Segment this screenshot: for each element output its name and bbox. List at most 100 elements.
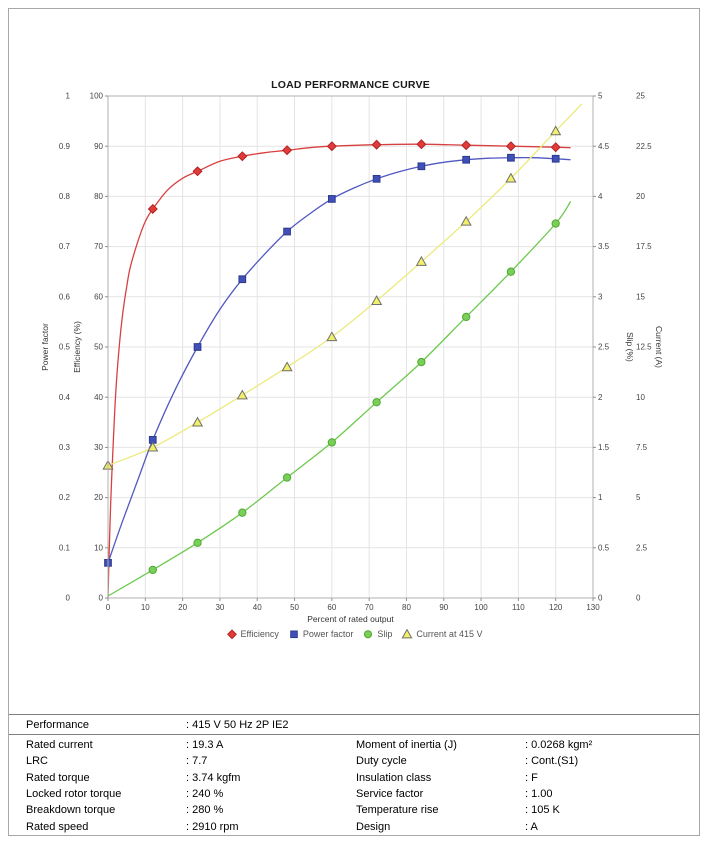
svg-text:0: 0 — [106, 603, 111, 612]
sheet-border — [8, 8, 700, 836]
table-row: Breakdown torque: 280 % Temperature rise:… — [9, 802, 699, 818]
svg-text:70: 70 — [94, 242, 103, 251]
chart-title: LOAD PERFORMANCE CURVE — [271, 79, 430, 91]
svg-text:30: 30 — [215, 603, 224, 612]
performance-label: Performance — [26, 718, 89, 731]
y-axis-title-current: Current (A) — [654, 326, 664, 368]
svg-text:0.5: 0.5 — [598, 543, 610, 552]
svg-text:10: 10 — [141, 603, 150, 612]
y-axis-title-power-factor: Power factor — [40, 323, 50, 371]
svg-text:4.5: 4.5 — [598, 142, 610, 151]
svg-text:10: 10 — [94, 543, 103, 552]
svg-text:0.4: 0.4 — [59, 393, 71, 402]
svg-text:120: 120 — [549, 603, 563, 612]
svg-text:80: 80 — [94, 192, 103, 201]
row-label-left: Locked rotor torque — [26, 788, 122, 801]
legend-label: Power factor — [302, 629, 354, 639]
svg-text:7.5: 7.5 — [636, 443, 648, 452]
svg-text:1: 1 — [66, 92, 71, 101]
svg-text:2.5: 2.5 — [636, 543, 648, 552]
svg-text:0.5: 0.5 — [59, 343, 71, 352]
row-value-left: : 2910 rpm — [186, 820, 239, 833]
row-label-right: Service factor — [356, 788, 424, 801]
svg-text:0: 0 — [99, 594, 104, 603]
x-axis: 0 10 20 30 40 50 60 70 80 90 100 110 120 130 Percent o… — [106, 598, 600, 624]
series-current-at-415-v — [102, 103, 583, 470]
svg-text:100: 100 — [90, 92, 104, 101]
svg-text:2: 2 — [598, 393, 603, 402]
table-row: Rated torque : 3.74 kgfm Insulation class:… — [9, 770, 699, 786]
svg-text:110: 110 — [512, 603, 525, 612]
table-row: Rated speed: 2910 rpm Design: A — [9, 818, 699, 834]
svg-text:3.5: 3.5 — [598, 242, 610, 251]
row-value-left: : 19.3 A — [186, 739, 224, 752]
table-row: Rated current : 19.3 A Moment of inertia (… — [9, 737, 699, 753]
svg-text:0.9: 0.9 — [59, 142, 71, 151]
row-value-left: : 280 % — [186, 804, 224, 817]
square-marker-icon — [290, 630, 298, 639]
row-value-left: : 3.74 kgfm — [186, 771, 241, 784]
svg-text:12.5: 12.5 — [636, 343, 652, 352]
svg-text:5: 5 — [598, 92, 603, 101]
svg-text:1.5: 1.5 — [598, 443, 610, 452]
svg-text:0: 0 — [636, 594, 641, 603]
row-label-right: Temperature rise — [356, 804, 439, 817]
svg-text:1: 1 — [598, 493, 603, 502]
row-value-right: : A — [525, 820, 538, 833]
performance-value: : 415 V 50 Hz 2P IE2 — [186, 718, 289, 731]
row-value-left: : 240 % — [186, 788, 224, 801]
svg-text:0.6: 0.6 — [59, 292, 71, 301]
row-label-left: Rated torque — [26, 771, 90, 784]
triangle-marker-icon — [401, 628, 413, 639]
series-power-factor — [104, 153, 571, 567]
row-label-left: LRC — [26, 755, 49, 768]
svg-text:20: 20 — [94, 493, 103, 502]
legend-label: Efficiency — [240, 629, 279, 639]
y-axis-efficiency: 0 10 20 30 40 50 60 70 80 90 100 Efficiency (%) — [72, 92, 108, 603]
x-axis-title: Percent of rated output — [307, 614, 394, 624]
table-row: LRC: 7.7 Duty cycle: Cont.(S1) — [9, 753, 699, 769]
svg-text:60: 60 — [94, 292, 103, 301]
gridlines — [107, 95, 594, 599]
row-label-right: Duty cycle — [356, 755, 407, 768]
svg-text:10: 10 — [636, 393, 645, 402]
row-label-right: Moment of inertia (J) — [356, 739, 457, 752]
svg-text:100: 100 — [474, 603, 488, 612]
svg-text:17.5: 17.5 — [636, 242, 652, 251]
svg-text:50: 50 — [94, 343, 103, 352]
row-value-right: : 1.00 — [525, 788, 553, 801]
y-axis-title-slip: Slip (%) — [625, 332, 635, 362]
row-label-left: Rated current — [26, 739, 93, 752]
svg-text:3: 3 — [598, 292, 603, 301]
svg-text:20: 20 — [636, 192, 645, 201]
svg-text:0.2: 0.2 — [59, 493, 71, 502]
y-axis-title-efficiency: Efficiency (%) — [72, 321, 82, 373]
svg-text:0.7: 0.7 — [59, 242, 71, 251]
legend-item-slip: Slip — [362, 628, 392, 640]
svg-text:130: 130 — [586, 603, 600, 612]
svg-text:0.3: 0.3 — [59, 443, 71, 452]
svg-text:15: 15 — [636, 292, 645, 301]
legend-item-power-factor: Power factor — [288, 628, 354, 640]
svg-text:0: 0 — [66, 594, 71, 603]
row-value-right: : F — [525, 771, 538, 784]
series-slip — [107, 201, 572, 597]
svg-text:70: 70 — [365, 603, 374, 612]
svg-text:0.8: 0.8 — [59, 192, 71, 201]
svg-text:5: 5 — [636, 493, 641, 502]
row-label-right: Insulation class — [356, 771, 432, 784]
svg-text:0: 0 — [598, 594, 603, 603]
circle-marker-icon — [364, 630, 373, 639]
row-value-right: : Cont.(S1) — [525, 755, 579, 768]
svg-text:30: 30 — [94, 443, 103, 452]
series-efficiency — [107, 139, 571, 599]
svg-text:25: 25 — [636, 92, 645, 101]
legend-label: Current at 415 V — [416, 629, 483, 639]
row-value-right: : 105 K — [525, 804, 560, 817]
y-axis-current: 0 2.5 5 7.5 10 12.5 15 17.5 20 22.5 25 Current (A) — [636, 92, 664, 603]
y-axis-slip: 0 0.5 1 1.5 2 2.5 3 3.5 4 4.5 5 Slip (%) — [593, 92, 635, 603]
svg-text:2.5: 2.5 — [598, 343, 610, 352]
row-label-left: Rated speed — [26, 820, 89, 833]
